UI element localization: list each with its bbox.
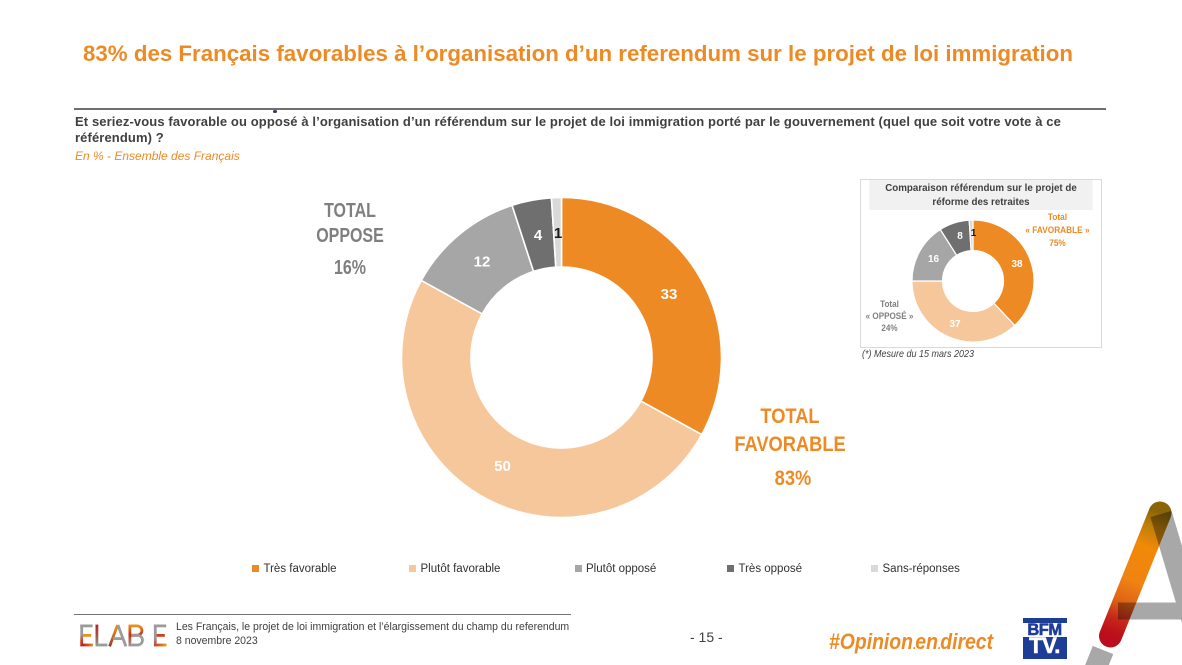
svg-text:12: 12 <box>474 254 491 271</box>
svg-text:8: 8 <box>957 231 963 242</box>
svg-text:33: 33 <box>661 286 678 303</box>
svg-text:1: 1 <box>971 228 977 239</box>
svg-text:4: 4 <box>534 227 543 244</box>
svg-text:1: 1 <box>554 225 562 242</box>
svg-text:50: 50 <box>494 458 511 475</box>
svg-text:38: 38 <box>1011 259 1023 270</box>
svg-text:37: 37 <box>949 319 961 330</box>
svg-text:16: 16 <box>928 254 940 265</box>
